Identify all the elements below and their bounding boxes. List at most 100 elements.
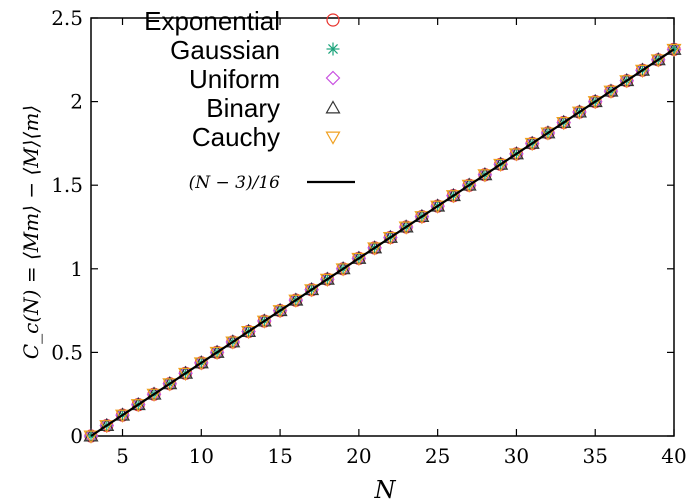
data-point-binary <box>398 219 414 233</box>
data-point-cauchy <box>493 158 509 173</box>
legend-marker-exponential <box>326 13 340 27</box>
data-point-binary <box>225 334 241 348</box>
data-point-cauchy <box>146 388 162 402</box>
data-point-binary <box>461 177 477 191</box>
data-point-binary <box>650 52 666 66</box>
data-point-cauchy <box>571 106 587 120</box>
data-point-binary <box>178 365 194 379</box>
legend-marker-gaussian <box>326 42 340 56</box>
legend-label-uniform: Uniform <box>189 64 280 94</box>
data-point-binary <box>83 428 99 442</box>
data-point-cauchy <box>508 148 524 162</box>
data-point-binary <box>493 156 509 170</box>
series-binary <box>83 41 682 442</box>
legend-marker-uniform <box>325 70 341 86</box>
data-point-binary <box>524 135 540 149</box>
data-point-binary <box>382 229 398 243</box>
data-point-binary <box>272 302 288 317</box>
legend-label-cauchy: Cauchy <box>192 122 280 152</box>
x-tick-label: 40 <box>661 444 686 468</box>
y-tick-label: 1 <box>70 257 83 281</box>
x-tick-label: 15 <box>267 444 292 468</box>
data-point-cauchy <box>162 378 178 392</box>
data-point-binary <box>130 396 146 411</box>
y-tick-label: 0.5 <box>51 340 83 364</box>
data-point-binary <box>351 250 367 264</box>
data-point-cauchy <box>304 284 320 298</box>
data-point-cauchy <box>288 294 304 308</box>
data-point-binary <box>556 114 572 128</box>
data-point-cauchy <box>430 200 446 214</box>
data-point-binary <box>304 281 320 296</box>
y-tick-labels: 0 0.5 1 1.5 2 2.5 <box>51 6 83 448</box>
data-point-cauchy <box>351 252 367 267</box>
data-point-cauchy <box>477 169 493 183</box>
data-point-cauchy <box>256 315 272 329</box>
data-point-binary <box>634 62 651 76</box>
data-point-cauchy <box>445 190 461 204</box>
data-point-cauchy <box>619 75 635 89</box>
data-point-binary <box>666 41 682 55</box>
data-point-binary <box>209 344 225 358</box>
legend-label-exponential: Exponential <box>144 6 280 36</box>
legend-marker-cauchy <box>325 131 341 145</box>
data-point-cauchy <box>603 85 619 99</box>
data-point-binary <box>587 93 603 108</box>
data-point-binary <box>241 323 257 337</box>
data-point-binary <box>540 125 556 139</box>
fit-line <box>90 48 675 437</box>
data-point-binary <box>603 83 619 97</box>
data-point-cauchy <box>193 357 209 371</box>
x-tick-label: 35 <box>582 444 607 468</box>
data-point-binary <box>162 376 178 390</box>
data-point-binary <box>508 146 524 160</box>
data-point-binary <box>114 407 131 421</box>
data-point-binary <box>335 261 351 275</box>
data-point-cauchy <box>130 399 146 413</box>
data-point-binary <box>414 208 430 223</box>
data-point-binary <box>619 72 635 87</box>
data-point-cauchy <box>634 64 651 78</box>
data-point-cauchy <box>209 346 225 361</box>
data-point-cauchy <box>524 137 540 152</box>
legend-label-binary: Binary <box>206 93 280 123</box>
data-point-binary <box>571 104 587 118</box>
data-point-cauchy <box>414 211 430 225</box>
data-point-binary <box>288 292 304 306</box>
data-point-cauchy <box>540 127 556 141</box>
data-point-cauchy <box>556 117 572 131</box>
data-point-cauchy <box>367 242 383 256</box>
x-tick-label: 30 <box>504 444 529 468</box>
data-point-binary <box>445 187 461 202</box>
data-point-binary <box>319 271 335 285</box>
legend-marker-binary <box>325 100 341 114</box>
x-axis-label: N <box>374 476 397 504</box>
data-point-cauchy <box>178 367 194 382</box>
data-point-binary <box>477 167 493 181</box>
data-point-cauchy <box>225 336 241 350</box>
data-point-binary <box>99 417 115 432</box>
data-point-binary <box>367 240 383 254</box>
data-point-cauchy <box>587 96 603 110</box>
x-tick-label: 10 <box>189 444 214 468</box>
data-point-cauchy <box>398 221 414 235</box>
data-point-cauchy <box>272 305 288 319</box>
data-point-cauchy <box>114 409 131 423</box>
data-point-cauchy <box>382 231 398 246</box>
data-point-cauchy <box>83 430 99 444</box>
y-tick-label: 1.5 <box>51 173 83 197</box>
data-point-cauchy <box>666 43 682 58</box>
plot-frame <box>90 17 675 437</box>
data-point-binary <box>146 386 162 400</box>
data-point-binary <box>193 355 209 369</box>
legend-markers <box>325 13 341 145</box>
data-point-binary <box>430 198 446 212</box>
data-point-cauchy <box>241 326 257 340</box>
x-tick-label: 25 <box>425 444 450 468</box>
legend-label-gaussian: Gaussian <box>170 35 280 65</box>
legend-label-fit-line: (N − 3)/16 <box>189 173 281 193</box>
y-axis-label: C_c(N) = ⟨Mm⟩ − ⟨M⟩⟨m⟩ <box>19 105 43 359</box>
data-point-cauchy <box>650 54 666 68</box>
series-cauchy <box>83 43 682 444</box>
